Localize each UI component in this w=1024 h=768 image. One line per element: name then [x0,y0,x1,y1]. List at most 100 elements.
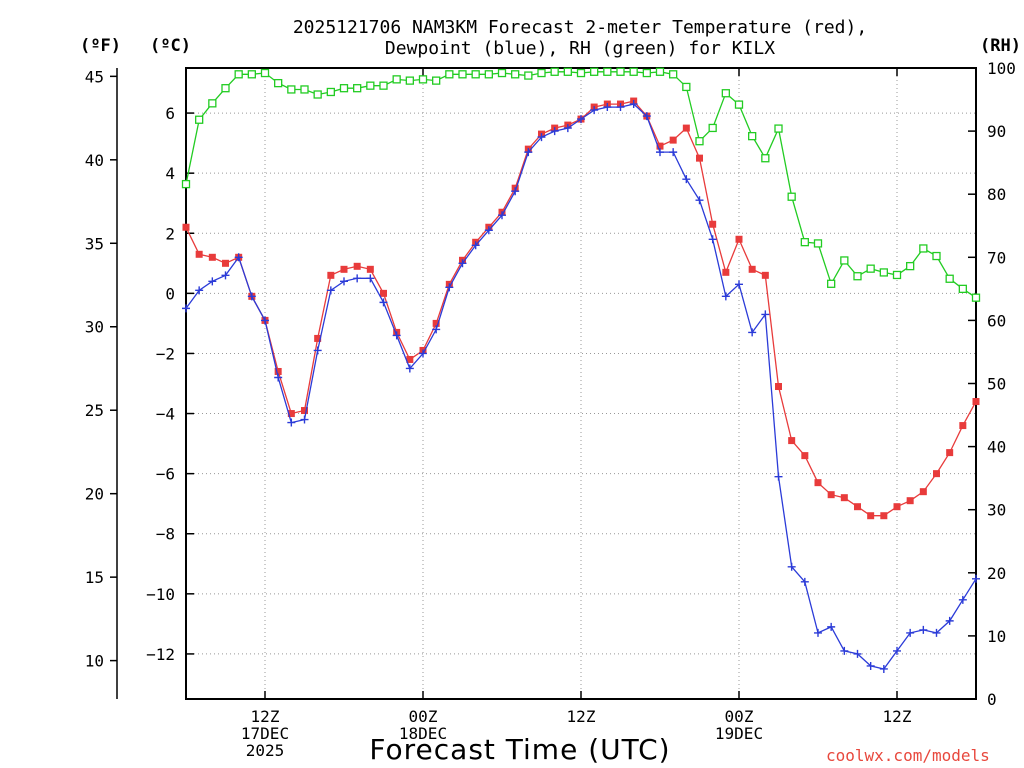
temperature-point [274,367,282,375]
rh-point [906,261,915,271]
dewpoint-point [748,328,757,337]
dewpoint-point [919,625,928,634]
rh-point [339,84,349,93]
dewpoint-point [721,292,730,301]
x-tick-label: 12Z [251,707,280,726]
temperature-point [748,265,756,273]
rh-point [379,81,388,90]
rh-tick-label: 100 [987,59,1016,78]
dewpoint-point [550,127,559,136]
x-tick-label: 00Z [409,707,438,726]
rh-point [682,82,691,92]
dewpoint-point [471,241,480,250]
rh-tick-label: 40 [987,438,1006,457]
rh-point [827,279,836,288]
temperature-point [959,422,967,430]
rh-point [590,67,599,76]
rh-tick-label: 50 [987,375,1006,394]
dewpoint-point [708,235,717,244]
celsius-tick-label: −6 [156,465,175,484]
dewpoint-point [563,124,572,133]
rh-point [471,70,480,79]
dewpoint-point [484,226,493,235]
rh-point [458,70,467,79]
temperature-point [933,470,940,478]
temperature-point [946,449,954,457]
rh-point [695,137,704,146]
rh-point [919,244,928,253]
chart-title-line1: 2025121706 NAM3KM Forecast 2-meter Tempe… [292,17,868,38]
dewpoint-point [853,649,862,658]
rh-point [445,70,454,79]
temperature-point [222,259,229,267]
dewpoint-point [498,211,506,220]
dewpoint-point [603,103,612,112]
temperature-point [301,407,308,415]
temperature-point [432,319,440,327]
temperature-point [735,235,743,243]
dewpoint-point [735,280,743,289]
rh-point [181,179,191,189]
rh-point [366,81,375,90]
dewpoint-point [656,148,664,157]
fahrenheit-tick-label: 35 [85,234,104,253]
rh-point [669,70,678,79]
rh-point [576,68,586,78]
x-tick-label: 00Z [725,707,754,726]
rh-point [866,264,875,273]
temperature-point [287,410,295,418]
temperature-point [761,271,769,279]
rh-point [879,268,888,277]
rh-point [432,76,441,85]
dewpoint-point [800,577,809,586]
temperature-point [867,512,875,520]
celsius-tick-label: −12 [146,645,175,664]
celsius-tick-label: 6 [165,104,175,123]
temperature-point [353,262,361,270]
rh-point [287,85,296,94]
temperature-point [827,491,835,499]
rh-point [326,87,335,97]
dewpoint-point [287,418,296,427]
rh-point [971,293,981,302]
fahrenheit-tick-label: 10 [85,652,104,671]
temperature-point [682,124,690,132]
dewpoint-point [313,346,322,355]
dewpoint-point [234,253,243,262]
rh-point [300,85,309,94]
rh-point [813,239,823,248]
dewpoint-point [405,364,414,373]
rh-point [208,99,217,108]
rh-tick-label: 10 [987,627,1006,646]
temperature-point [814,479,822,487]
rh-point [247,70,256,79]
rh-point [405,76,414,85]
temperature-point [972,398,980,406]
rh-point [708,123,717,133]
dewpoint-point [537,133,546,142]
rh-point [892,270,902,280]
rh-point [497,68,507,78]
dewpoint-point [840,646,849,655]
dewpoint-point [340,277,348,286]
dewpoint-point [629,100,638,109]
x-tick-label: 12Z [567,707,596,726]
dewpoint-point [208,277,217,286]
chart-title-line2: Dewpoint (blue), RH (green) for KILX [384,38,776,59]
x-axis-label: Forecast Time (UTC) [369,733,671,766]
celsius-tick-label: 2 [165,224,175,243]
temperature-point [722,268,730,276]
x-tick-label: 19DEC [715,724,763,743]
rh-point [563,67,572,76]
x-tick-label: 18DEC [399,724,447,743]
temperature-point [840,494,848,502]
credit-text: coolwx.com/models [826,746,990,765]
rh-point [616,67,625,76]
temperature-point [880,512,888,520]
rh-point [537,68,546,78]
dewpoint-point [695,196,704,205]
temperature-point [380,289,387,297]
rh-point [945,274,954,283]
temperature-point [314,334,322,342]
celsius-tick-label: −4 [156,405,175,424]
